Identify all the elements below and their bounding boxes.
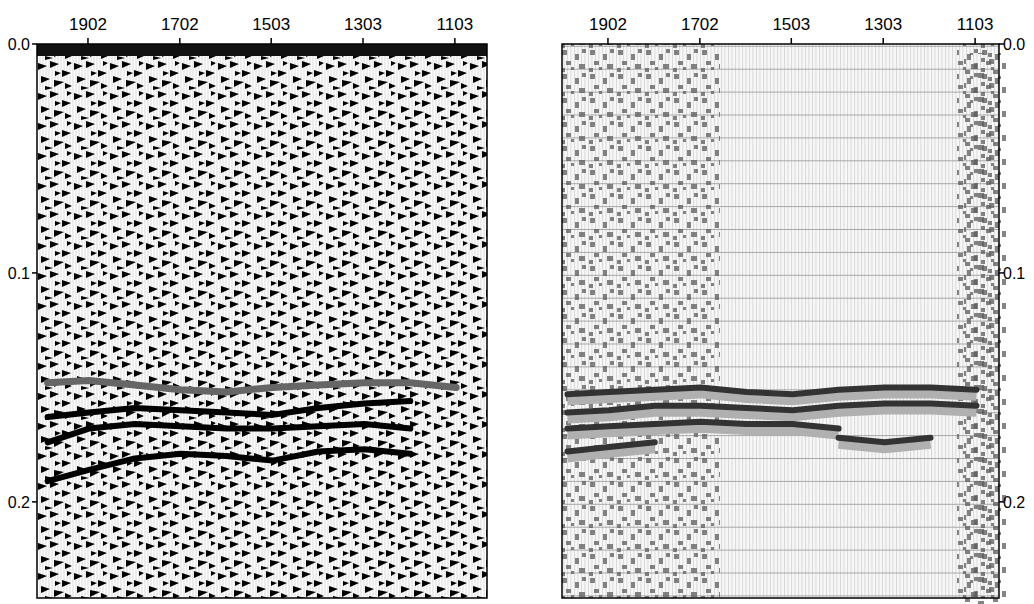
events (48, 381, 457, 482)
x-tick-label: 1103 (957, 15, 994, 34)
first-break-band (37, 44, 487, 56)
seismic-background (562, 44, 999, 598)
x-tick-label: 1902 (589, 15, 627, 34)
y-tick-label: 0.0 (8, 36, 30, 53)
frame (37, 44, 487, 598)
reflector (48, 424, 411, 442)
x-tick (454, 38, 456, 44)
reflector (48, 401, 411, 417)
x-tick (699, 38, 701, 44)
y-tick (32, 501, 37, 503)
x-tick (607, 38, 609, 44)
x-tick (974, 38, 976, 44)
x-tick (791, 38, 793, 44)
y-tick (32, 43, 37, 45)
events (568, 387, 977, 456)
reflector (568, 438, 931, 452)
x-tick (179, 38, 181, 44)
reflector (48, 449, 411, 481)
frame (562, 44, 999, 598)
x-tick-label: 1503 (252, 15, 290, 34)
y-tick-label: 0.2 (1003, 494, 1025, 511)
x-tick (882, 38, 884, 44)
x-tick (362, 38, 364, 44)
x-tick-label: 1503 (772, 15, 810, 34)
figure: 1902 1702 1503 1303 1103 0.0 0.1 0.2 1902 1702 150… (0, 0, 1034, 604)
y-tick-label: 0.1 (1003, 265, 1025, 282)
picked-horizon (48, 381, 457, 393)
x-tick (270, 38, 272, 44)
x-tick-label: 1702 (681, 15, 719, 34)
x-tick-label: 1702 (161, 15, 199, 34)
reflector (568, 387, 977, 394)
y-tick-label: 0.1 (8, 265, 30, 282)
x-tick-label: 1303 (344, 15, 382, 34)
seismic-background (37, 44, 487, 598)
panel-1: 1902 1702 1503 1303 1103 0.0 0.1 0.2 (562, 15, 1025, 604)
reflector (568, 403, 977, 412)
reflector (568, 422, 839, 429)
panel-0: 1902 1702 1503 1303 1103 0.0 0.1 0.2 (8, 15, 487, 598)
noise-zone (562, 44, 720, 598)
y-tick-label: 0.2 (8, 494, 30, 511)
x-tick-label: 1103 (437, 15, 474, 34)
y-tick-label: 0.0 (1003, 36, 1025, 53)
x-tick (87, 38, 89, 44)
x-tick-label: 1902 (69, 15, 107, 34)
y-tick (32, 272, 37, 274)
x-tick-label: 1303 (864, 15, 902, 34)
